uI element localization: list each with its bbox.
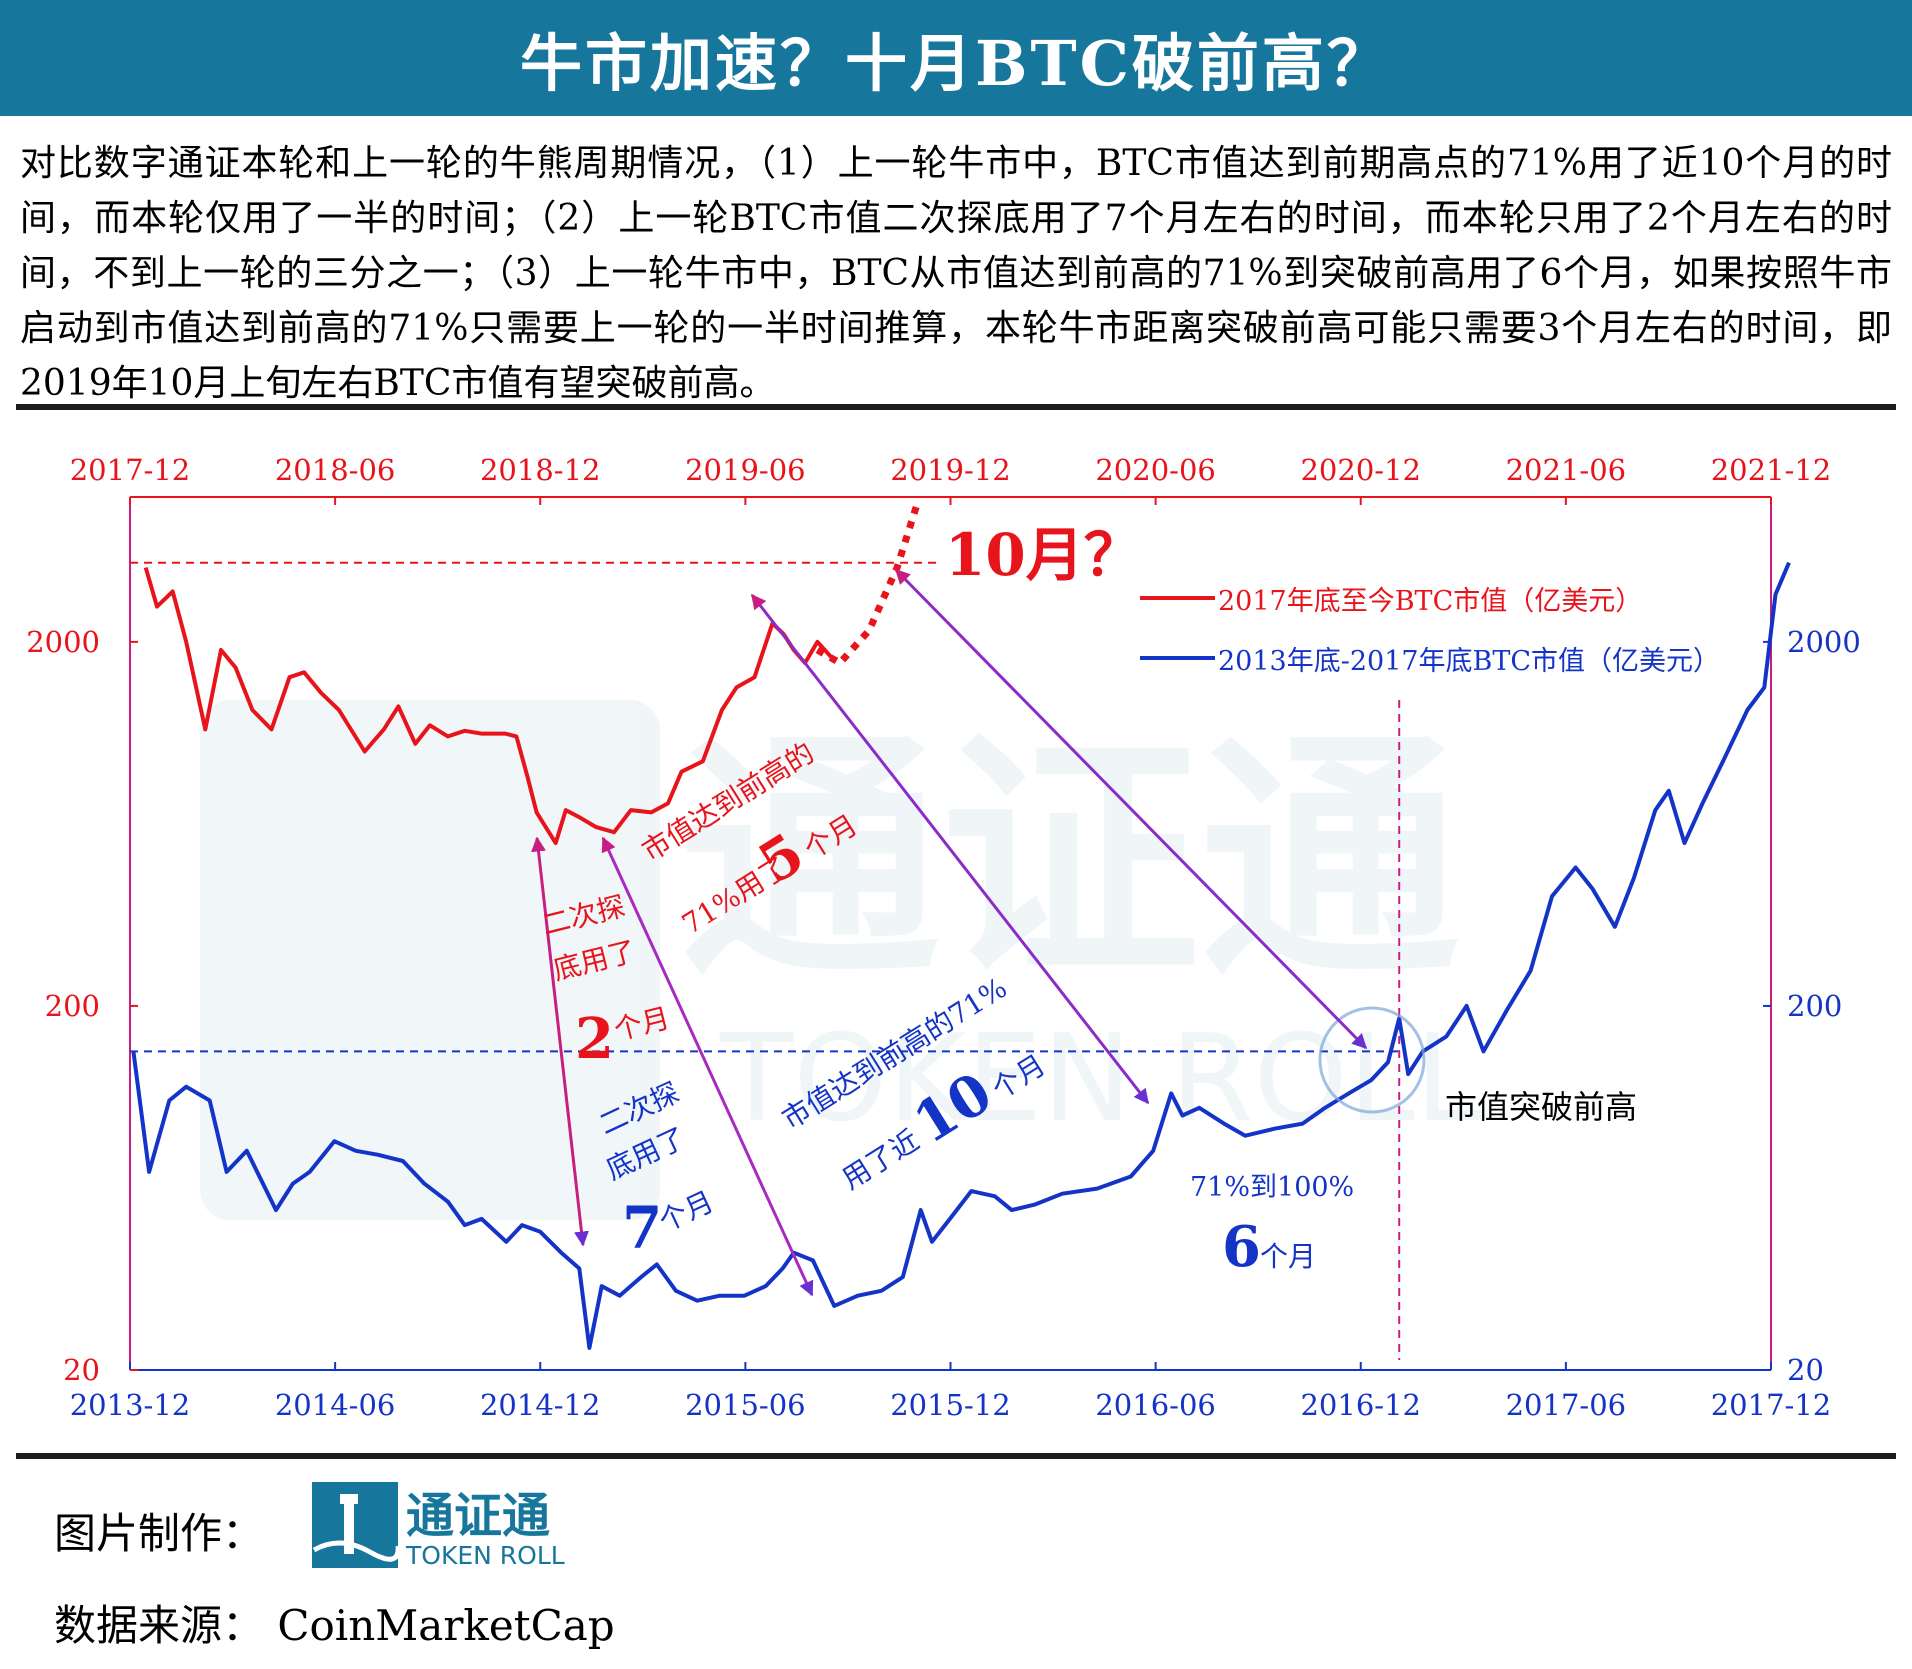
- top-tick-label: 2018-06: [275, 453, 396, 487]
- footer-source-label: 数据来源：: [54, 1601, 265, 1650]
- bottom-tick-label: 2017-12: [1711, 1388, 1832, 1422]
- arrow-red-retest: [531, 836, 589, 1247]
- top-tick-label: 2017-12: [70, 453, 191, 487]
- left-tick-label: 200: [45, 989, 100, 1023]
- watermark: 通证通 TOKEN ROLL: [200, 700, 1482, 1220]
- bottom-tick-label: 2013-12: [70, 1388, 191, 1422]
- legend-blue-label: 2013年底-2017年底BTC市值（亿美元）: [1218, 646, 1720, 677]
- series-2017-now-line: [143, 567, 836, 846]
- legend: 2017年底至今BTC市值（亿美元） 2013年底-2017年底BTC市值（亿美…: [1140, 586, 1720, 677]
- blue-retest-num: 7: [622, 1194, 662, 1262]
- blue-break-unit: 个月: [1260, 1240, 1316, 1273]
- bottom-tick-label: 2016-12: [1300, 1388, 1421, 1422]
- footer-source: 数据来源： CoinMarketCap: [54, 1592, 615, 1653]
- logo-text-en: TOKEN ROLL: [405, 1541, 565, 1570]
- left-tick-label: 20: [63, 1353, 100, 1387]
- right-tick-label: 20: [1787, 1353, 1824, 1387]
- legend-red-label: 2017年底至今BTC市值（亿美元）: [1218, 586, 1642, 617]
- top-tick-label: 2018-12: [480, 453, 601, 487]
- bottom-tick-label: 2016-06: [1095, 1388, 1216, 1422]
- intro-paragraph: 对比数字通证本轮和上一轮的牛熊周期情况，（1）上一轮牛市中，BTC市值达到前期高…: [20, 143, 1892, 404]
- footer-source-value: CoinMarketCap: [277, 1601, 615, 1650]
- footer-maker-label: 图片制作：: [54, 1509, 265, 1558]
- oct-question-label: 10月？: [945, 521, 1142, 589]
- bottom-tick-label: 2015-12: [890, 1388, 1011, 1422]
- logo-text-cn: 通证通: [406, 1488, 550, 1544]
- top-axis-ticks: 2017-12 2018-06 2018-12 2019-06 2019-12 2020-…: [70, 453, 1832, 505]
- top-tick-label: 2020-12: [1300, 453, 1421, 487]
- top-tick-label: 2019-06: [685, 453, 806, 487]
- token-roll-logo: 通证通 TOKEN ROLL: [312, 1482, 565, 1570]
- blue-retest-unit: 个月: [654, 1185, 719, 1239]
- arrow-breakout: [894, 568, 1368, 1050]
- left-tick-label: 2000: [26, 625, 100, 659]
- right-tick-label: 2000: [1787, 625, 1861, 659]
- breakout-label: 市值突破前高: [1445, 1088, 1637, 1126]
- bottom-tick-label: 2014-12: [480, 1388, 601, 1422]
- bottom-tick-label: 2017-06: [1506, 1388, 1627, 1422]
- top-divider: [16, 404, 1896, 410]
- blue-break-label: 71%到100%: [1190, 1172, 1354, 1203]
- bottom-axis-ticks: 2013-12 2014-06 2014-12 2015-06 2015-12 2016-…: [70, 1362, 1832, 1422]
- red-retest-num: 2: [575, 1006, 614, 1072]
- bottom-tick-label: 2015-06: [685, 1388, 806, 1422]
- btc-market-cap-chart: 通证通 TOKEN ROLL 2017-12 2018-06 2018-12 2019…: [26, 453, 1861, 1422]
- left-axis-ticks: 2000 200 20: [26, 625, 138, 1387]
- top-tick-label: 2021-06: [1506, 453, 1627, 487]
- projection-dotted-line: [815, 505, 920, 668]
- bottom-tick-label: 2014-06: [275, 1388, 396, 1422]
- breakout-circle: [1318, 1006, 1426, 1114]
- right-axis-ticks: 2000 200 20: [1763, 625, 1861, 1387]
- page-title: 牛市加速？十月BTC破前高？: [520, 27, 1392, 100]
- bottom-divider: [16, 1453, 1896, 1459]
- top-tick-label: 2021-12: [1711, 453, 1832, 487]
- right-tick-label: 200: [1787, 989, 1842, 1023]
- blue-break-num: 6: [1222, 1214, 1261, 1280]
- arrow-blue-retest: [601, 836, 814, 1297]
- title-bar: 牛市加速？十月BTC破前高？: [0, 0, 1912, 116]
- series-2013-2017-line: [131, 561, 1791, 1350]
- annotation-arrows: [531, 568, 1368, 1297]
- top-tick-label: 2020-06: [1095, 453, 1216, 487]
- top-tick-label: 2019-12: [890, 453, 1011, 487]
